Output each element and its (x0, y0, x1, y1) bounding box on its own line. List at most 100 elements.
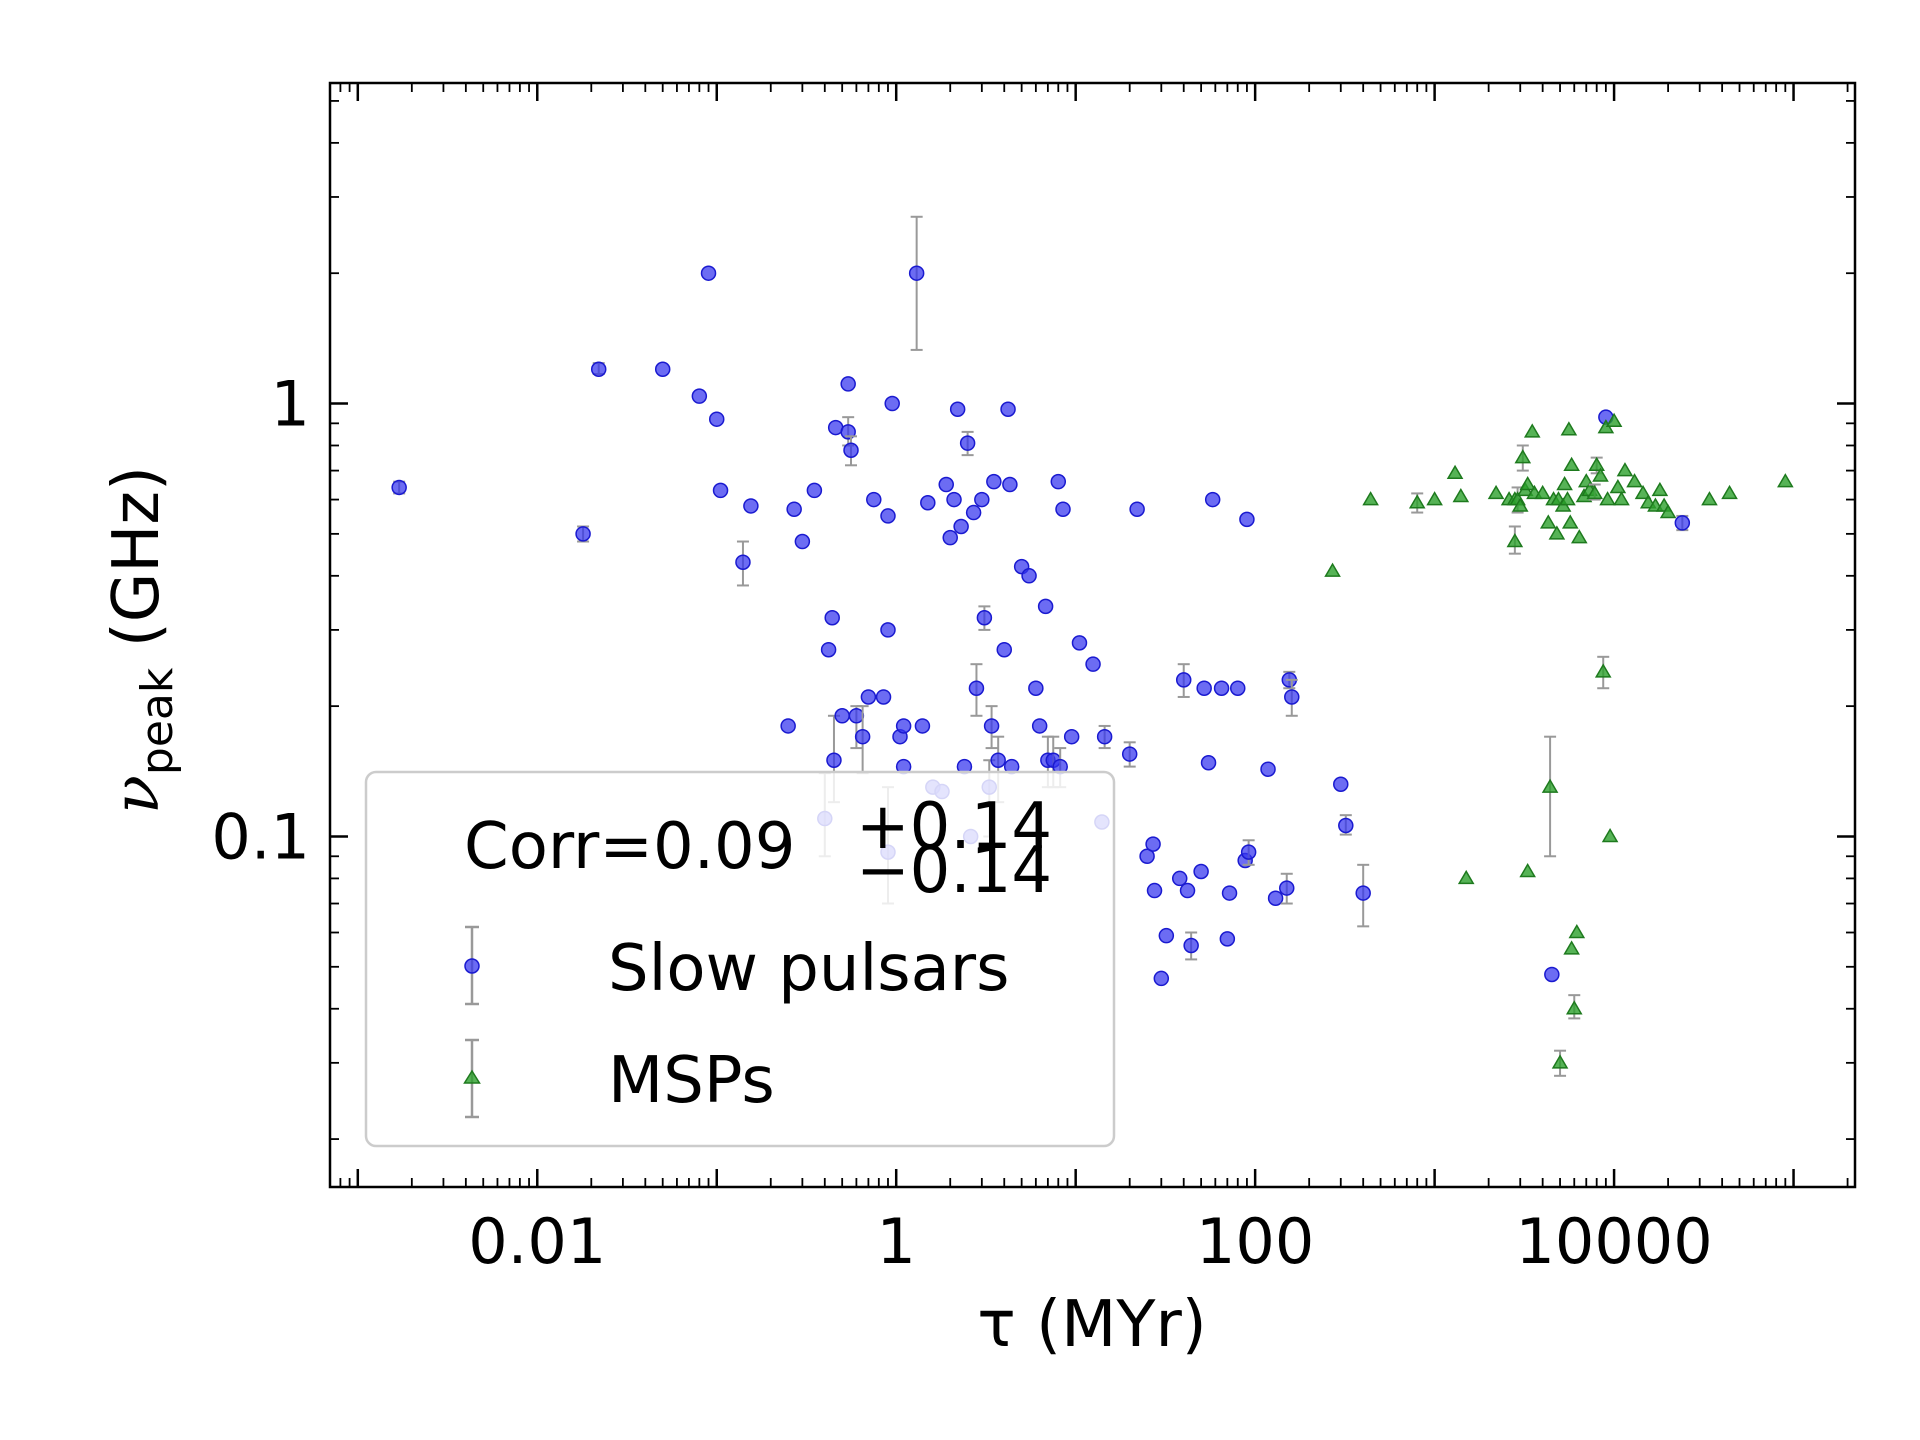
plot-frame (328, 81, 1857, 1189)
slow-pulsar-point (735, 554, 751, 570)
legend-box (364, 770, 1116, 1148)
legend: Corr=0.09 +0.14 −0.14 Slow pulsars MSPs (364, 770, 1116, 1148)
slow-pulsar-point (786, 501, 802, 517)
slow-pulsar-point (1139, 848, 1155, 865)
slow-pulsar-point (806, 482, 823, 499)
y-axis-label-unit: (GHz) (100, 466, 174, 668)
msp-point (1511, 497, 1529, 512)
msp-point (1588, 456, 1605, 472)
msp-point (1426, 491, 1443, 506)
slow-pulsar-point (854, 728, 871, 745)
msp-point (1506, 533, 1524, 548)
x-tick-label: 10000 (1515, 1205, 1712, 1278)
slow-pulsar-point (826, 752, 842, 768)
slow-pulsar-point (1063, 728, 1080, 745)
msp-point (1548, 525, 1566, 540)
slow-pulsar-point (1037, 598, 1054, 615)
msp-point (1777, 473, 1794, 488)
slow-pulsar-point (824, 610, 840, 626)
slow-pulsar-point (780, 718, 796, 734)
slow-pulsar-point (1031, 718, 1048, 734)
slow-pulsar-point (914, 718, 931, 734)
slow-pulsar-point (712, 482, 729, 499)
slow-pulsar-point (946, 491, 962, 508)
slow-pulsar-point (1002, 476, 1018, 493)
slow-pulsar-point (691, 388, 708, 404)
msp-point (1362, 491, 1379, 506)
msp-point (1408, 494, 1426, 509)
slow-pulsar-point (1221, 885, 1238, 901)
slow-pulsar-point (1200, 755, 1217, 771)
msp-point (1560, 421, 1578, 436)
slow-pulsar-point (1284, 689, 1300, 705)
slow-pulsar-point (942, 529, 958, 546)
slow-pulsar-point (1146, 882, 1163, 899)
slow-pulsar-point (1153, 970, 1170, 987)
msp-point (1568, 924, 1586, 939)
msp-point (1651, 481, 1669, 497)
slow-pulsar-point (1544, 966, 1560, 983)
msp-point (1634, 484, 1652, 500)
slow-pulsar-point (1129, 501, 1145, 517)
msp-point (1616, 462, 1634, 477)
msp-point (1605, 412, 1623, 428)
legend-correlation-main: Corr=0.09 (464, 810, 795, 884)
slow-pulsar-point (1028, 680, 1044, 696)
msp-point (1701, 491, 1718, 506)
slow-pulsar-point (848, 708, 865, 724)
msp-point (1534, 484, 1551, 500)
msp-point (1446, 464, 1464, 480)
slow-pulsar-point (654, 361, 671, 377)
y-axis-label-symbol: ν (100, 775, 174, 814)
msp-point (1609, 478, 1627, 494)
slow-pulsar-point (1055, 501, 1071, 517)
y-axis-label: νpeak (GHz) (100, 466, 183, 814)
slow-pulsar-point (1175, 672, 1192, 688)
x-axis-label: τ (MYr) (977, 1288, 1206, 1362)
slow-pulsar-point (1338, 817, 1354, 834)
y-axis-label-subscript: peak (132, 667, 183, 775)
slow-pulsar-point (880, 622, 896, 638)
slow-pulsar-point (1171, 870, 1188, 887)
msp-point (1570, 529, 1588, 544)
legend-correlation: Corr=0.09 (464, 810, 795, 884)
legend-msp-label: MSPs (608, 1044, 775, 1118)
msp-point (1541, 778, 1559, 793)
slow-pulsar-point (1000, 401, 1016, 418)
msp-point (1514, 449, 1532, 464)
msp-point (1626, 473, 1643, 488)
msp-point (1539, 514, 1557, 529)
slow-pulsar-point (880, 508, 896, 524)
msp-point (1601, 827, 1619, 843)
slow-pulsar-point (866, 491, 882, 508)
slow-pulsar-point (860, 689, 877, 705)
slow-pulsar-point (1267, 890, 1284, 906)
slow-pulsar-point (996, 641, 1013, 658)
slow-pulsar-point (959, 435, 976, 451)
slow-pulsar-point (965, 504, 982, 521)
slow-pulsar-point (983, 718, 1000, 734)
slow-pulsar-point (1121, 746, 1138, 762)
slow-pulsar-point (1333, 776, 1349, 793)
slow-pulsar-point (1355, 885, 1371, 901)
axis-ticks (329, 83, 1855, 1187)
slow-pulsar-point (1229, 680, 1246, 696)
msp-point (1523, 423, 1541, 438)
slow-pulsar-point (1204, 491, 1221, 508)
slow-pulsar-point (743, 498, 759, 514)
x-tick-label: 100 (1196, 1205, 1314, 1278)
y-tick-label: 0.1 (211, 800, 310, 873)
slow-pulsar-point (908, 265, 925, 281)
slow-pulsar-point (1193, 863, 1209, 880)
msp-point (1457, 869, 1475, 885)
x-tick-label: 0.01 (468, 1205, 606, 1278)
slow-pulsar-point (1096, 728, 1113, 745)
slow-pulsar-point (974, 491, 990, 508)
msp-point (1594, 663, 1612, 678)
slow-pulsar-point (1050, 473, 1067, 490)
msp-point (1563, 456, 1580, 472)
msp-point (1563, 940, 1580, 955)
slow-pulsar-point (938, 476, 954, 493)
legend-slow-marker (464, 958, 480, 974)
